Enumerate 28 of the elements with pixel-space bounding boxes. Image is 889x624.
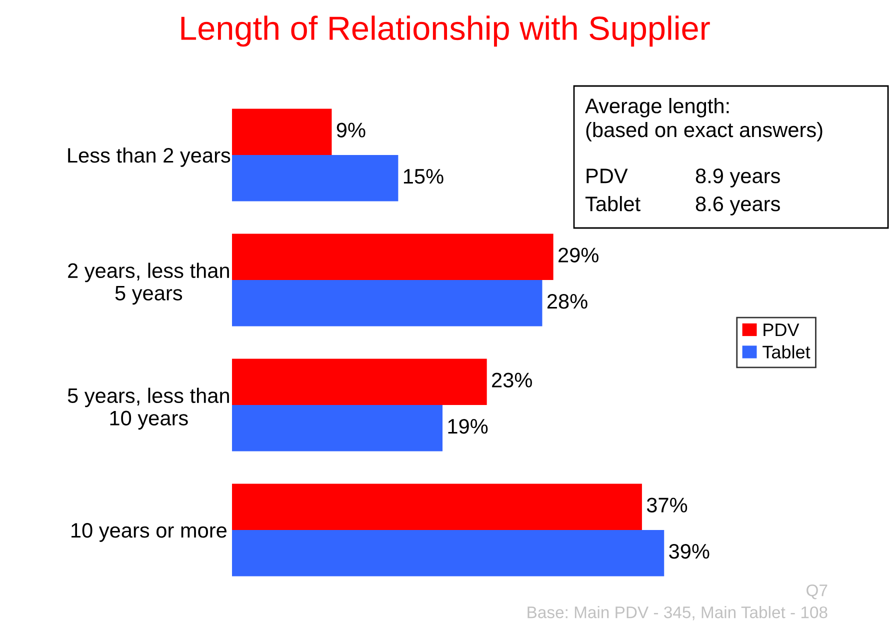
data-label: 9%: [336, 122, 366, 138]
text: Tablet 8.6 years: [585, 196, 780, 216]
y-tick-label: 5 years, less than 10 years: [68, 388, 229, 430]
bar: [232, 484, 642, 530]
y-tick-label: 2 years, less than 5 years: [68, 262, 229, 305]
data-label: 23%: [492, 372, 532, 388]
y-tick-label: 10 years or more: [72, 523, 226, 542]
bar: [232, 530, 664, 576]
text: PDV 8.9 years: [586, 168, 780, 188]
bar: [232, 358, 487, 405]
bar: [232, 108, 332, 155]
legend-label: PDV: [764, 324, 800, 336]
bar: [232, 405, 443, 452]
bar: [232, 155, 398, 202]
legend-label: Tablet: [762, 345, 810, 358]
data-label: 28%: [547, 294, 588, 309]
data-label: 19%: [448, 418, 488, 434]
text: Base: Main PDV - 345, Main Tablet - 108: [528, 606, 828, 620]
data-label: 29%: [558, 248, 598, 262]
data-label: 15%: [404, 169, 444, 184]
chart-title: Length of Relationship with Supplier: [181, 16, 710, 47]
bar: [232, 234, 554, 280]
annotation: Average length: (based on exact answers): [585, 98, 822, 142]
data-label: 39%: [669, 544, 710, 559]
text: Q7: [806, 584, 828, 600]
bar: [232, 280, 542, 326]
data-label: 37%: [646, 498, 688, 512]
y-tick-label: Less than 2 years: [68, 147, 230, 167]
